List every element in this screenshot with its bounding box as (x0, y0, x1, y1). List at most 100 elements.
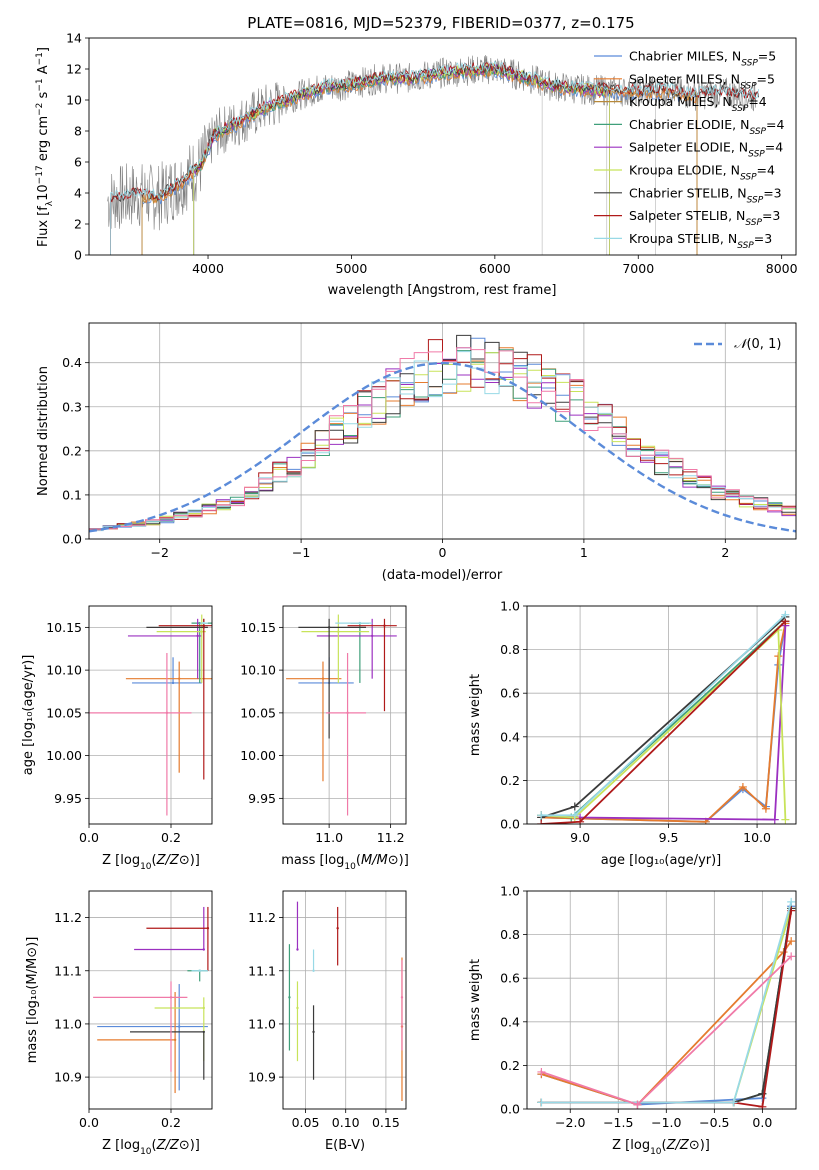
z-age-ytick-label-1: 10.00 (46, 748, 82, 763)
z-age-point-1 (178, 677, 181, 680)
age-weight-ylabel: mass weight (468, 674, 483, 756)
spectrum-model-8 (110, 60, 760, 255)
z-weight-ytick-label-3: 0.6 (500, 971, 520, 986)
z-age-xlabel-part-0: Z [log (102, 853, 140, 868)
spectrum-ylabel-part-0: Flux [f (36, 206, 51, 247)
age-weight-xtick-label-0: 9.0 (570, 830, 590, 845)
residuals-plot-area (89, 334, 796, 539)
mass-age-plot-area (286, 614, 397, 816)
spectrum-legend-label-1: Salpeter MILES, NSSP=5 (629, 71, 775, 91)
z-age-ylabel: age [log₁₀(age/yr)] (21, 655, 36, 776)
z-weight-xtick-label-0: −2.0 (555, 1115, 585, 1130)
z-weight-series-7-point-1 (633, 1100, 642, 1109)
mass-age-ytick-label-2: 10.05 (240, 705, 276, 720)
ebv-mass-point-1 (296, 948, 299, 951)
ebv-mass-point-4 (312, 969, 315, 972)
gaussian-reference-curve (89, 361, 796, 533)
z-mass-point-1 (173, 1038, 177, 1042)
spectrum-ytick-label-7: 14 (66, 31, 82, 46)
spectrum-legend-sub-7: SSP (745, 218, 762, 228)
z-mass-point-8 (169, 996, 173, 999)
z-weight-series-6-point-1 (729, 1098, 738, 1107)
z-age-point-3 (196, 634, 199, 638)
spectrum-xtick-label-4: 8000 (766, 261, 798, 276)
spectrum-legend-label-7: Salpeter STELIB, NSSP=3 (629, 208, 780, 228)
spectrum-title: PLATE=0816, MJD=52379, FIBERID=0377, z=0… (247, 14, 634, 32)
spectrum-model-4 (193, 63, 610, 255)
spectrum-legend-post-4: =4 (765, 140, 783, 155)
spectrum-ytick-label-0: 0 (74, 248, 82, 263)
mass-age-xlabel-part-0: mass [log (281, 853, 344, 868)
z-age-xlabel-part-1: 10 (140, 862, 152, 872)
ebv-mass-ytick-label-0: 10.9 (248, 1070, 276, 1085)
age-weight-series-7-point-2 (781, 610, 790, 619)
ebv-mass-point-0 (288, 996, 291, 999)
z-weight-series-5-point-2 (758, 1102, 767, 1109)
z-weight-ytick-label-5: 1.0 (500, 884, 520, 899)
z-mass-point-7 (198, 969, 201, 972)
ebv-mass-xtick-label-2: 0.15 (372, 1115, 400, 1130)
residuals-ytick-label-4: 0.4 (62, 355, 82, 370)
z-weight-xlabel-part-1: 10 (650, 1147, 662, 1157)
z-mass-ytick-label-0: 10.9 (54, 1070, 82, 1085)
spectrum-frame (88, 37, 797, 256)
z-weight-series-1-point-3 (787, 937, 796, 946)
spectrum-legend-post-6: =3 (763, 185, 781, 200)
spectrum-legend-pre-8: Kroupa STELIB, N (629, 231, 737, 246)
spectrum-xtick-label-3: 7000 (622, 261, 654, 276)
z-weight-xlabel-part-3: Z/Z (666, 1138, 690, 1153)
z-age-frame (88, 605, 213, 825)
spectrum-legend-pre-5: Kroupa ELODIE, N (629, 163, 740, 178)
z-weight-series-6-point-0 (537, 1098, 546, 1107)
spectrum-legend-post-8: =3 (754, 231, 772, 246)
z-age-point-4 (200, 630, 203, 633)
residuals-ytick-label-1: 0.1 (62, 487, 82, 502)
z-mass-frame (88, 890, 213, 1110)
spectrum-legend-post-3: =4 (766, 117, 784, 132)
z-mass-ytick-label-1: 11.0 (54, 1016, 82, 1031)
z-weight-ylabel: mass weight (468, 959, 483, 1041)
residual-ylabel: Normed distribution (36, 366, 51, 496)
z-age-ytick-label-2: 10.05 (46, 705, 82, 720)
z-mass-xtick-label-0: 0.0 (79, 1115, 99, 1130)
ebv-mass-point-7 (400, 996, 404, 999)
z-weight-frame (526, 890, 797, 1110)
z-weight-series-1 (541, 940, 792, 1106)
spectrum-legend-post-0: =5 (758, 49, 776, 64)
spectrum-ytick-label-3: 6 (74, 155, 82, 170)
z-mass-ylabel: mass [log₁₀(M/M⊙)] (25, 937, 40, 1064)
z-mass-xlabel-part-0: Z [log (102, 1138, 140, 1153)
z-mass-ytick-label-3: 11.2 (54, 910, 82, 925)
mass-age-point-8 (346, 711, 349, 715)
mass-age-frame (282, 605, 407, 825)
z-mass-point-0 (178, 1025, 181, 1028)
z-mass-xlabel-part-1: 10 (140, 1147, 152, 1157)
mass-age-point-6 (383, 624, 386, 627)
z-mass-xtick-label-1: 0.2 (161, 1115, 181, 1130)
spectrum-xtick-label-2: 6000 (479, 261, 511, 276)
spectrum-ylabel-part-5: −2 (35, 103, 45, 116)
spectrum-ylabel-part-1: λ (45, 200, 55, 206)
mass-age-point-1 (321, 677, 325, 680)
z-age-xlabel-part-4: ⊙)] (179, 853, 200, 868)
z-age-xlabel: Z [log10(Z/Z⊙)] (102, 853, 200, 872)
z-mass-point-6 (206, 927, 210, 930)
z-mass-plot-area (93, 906, 210, 1094)
z-weight-xlabel-part-0: Z [log (612, 1138, 650, 1153)
z-weight-xlabel-part-4: ⊙)] (689, 1138, 710, 1153)
z-weight-xtick-label-3: −0.5 (699, 1115, 729, 1130)
age-weight-ytick-label-0: 0.0 (500, 817, 520, 832)
residuals-xtick-label-2: 0 (439, 545, 447, 560)
spectrum-legend-pre-0: Chabrier MILES, N (629, 49, 741, 64)
spectrum-legend-sub-3: SSP (749, 127, 766, 137)
z-age-xtick-label-0: 0.0 (79, 830, 99, 845)
age-weight-series-6-point-0 (537, 820, 546, 824)
z-weight-xlabel: Z [log10(Z/Z⊙)] (612, 1138, 710, 1157)
ebv-mass-point-3 (312, 1030, 315, 1034)
z-age-plot-area (89, 614, 212, 816)
z-weight-series-7-point-0 (537, 1067, 546, 1076)
age-weight-series-7-point-1 (570, 811, 579, 820)
z-weight-xlabel-part-2: ( (662, 1138, 667, 1153)
mass-age-ytick-label-3: 10.10 (240, 663, 276, 678)
